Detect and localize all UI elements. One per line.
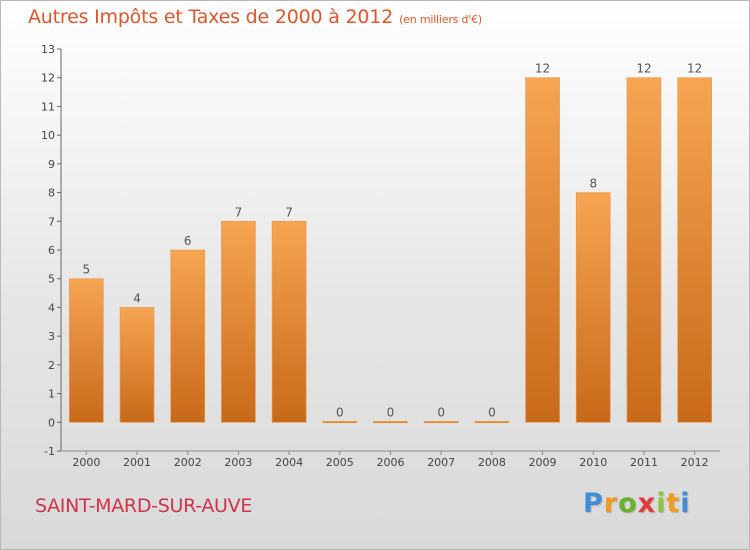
x-tick-label-2007: 2007 <box>427 456 455 469</box>
y-tick-label: 13 <box>41 43 55 56</box>
data-label-2012: 12 <box>687 62 702 76</box>
chart-title-text: Autres Impôts et Taxes de 2000 à 2012 <box>28 6 394 28</box>
data-label-2000: 5 <box>83 263 91 277</box>
x-tick-label-2005: 2005 <box>326 456 354 469</box>
bar-2007 <box>423 420 459 424</box>
data-label-2009: 12 <box>535 62 550 76</box>
data-label-2003: 7 <box>235 205 243 219</box>
data-label-2004: 7 <box>285 205 293 219</box>
y-tick-label: 5 <box>48 273 55 286</box>
bar-2000 <box>69 278 104 423</box>
data-label-2001: 4 <box>133 291 141 305</box>
x-tick-label-2001: 2001 <box>123 456 151 469</box>
logo-letter: t <box>666 488 681 519</box>
bar-2006 <box>373 420 408 424</box>
chart-title: Autres Impôts et Taxes de 2000 à 2012 (en… <box>28 6 482 28</box>
logo-letter: o <box>618 488 638 519</box>
y-tick-label: 1 <box>48 388 55 401</box>
y-tick-label: 0 <box>48 416 55 429</box>
bar-2012 <box>677 77 712 423</box>
bar-2011 <box>626 77 662 423</box>
city-name: SAINT-MARD-SUR-AUVE <box>35 495 253 517</box>
bar-2001 <box>119 307 155 423</box>
data-label-2002: 6 <box>184 234 192 248</box>
x-tick-label-2008: 2008 <box>478 456 506 469</box>
logo-letter: i <box>656 488 667 519</box>
data-label-2007: 0 <box>437 405 445 419</box>
x-tick-label-2002: 2002 <box>174 456 202 469</box>
y-tick-label: 6 <box>48 244 55 257</box>
y-tick-label: 9 <box>48 158 55 171</box>
data-label-2005: 0 <box>336 405 344 419</box>
x-tick-label-2012: 2012 <box>681 456 709 469</box>
bar-2008 <box>474 420 510 424</box>
bar-2002 <box>170 249 206 423</box>
data-label-2008: 0 <box>488 405 496 419</box>
logo-letter: i <box>680 488 691 519</box>
y-tick-label: 10 <box>41 129 55 142</box>
chart-subtitle: (en milliers d'€) <box>399 13 482 26</box>
data-label-2011: 12 <box>636 62 651 76</box>
y-tick-label: 4 <box>48 301 55 314</box>
data-label-2010: 8 <box>589 177 597 191</box>
x-tick-label-2011: 2011 <box>630 456 658 469</box>
bar-2005 <box>322 420 358 424</box>
bar-2003 <box>221 220 256 423</box>
y-tick-label: 11 <box>41 100 55 113</box>
y-tick-label: 3 <box>48 330 55 343</box>
bar-2010 <box>575 192 611 423</box>
y-tick-label: 8 <box>48 187 55 200</box>
y-tick-label: 7 <box>48 215 55 228</box>
logo-letter: x <box>637 488 657 519</box>
logo-letter: r <box>603 488 619 519</box>
x-tick-label-2003: 2003 <box>224 456 252 469</box>
x-tick-label-2009: 2009 <box>529 456 557 469</box>
x-tick-label-2000: 2000 <box>72 456 100 469</box>
y-tick-label: 2 <box>48 359 55 372</box>
data-label-2006: 0 <box>387 405 395 419</box>
y-tick-label: 12 <box>41 72 55 85</box>
x-tick-label-2006: 2006 <box>377 456 405 469</box>
x-tick-label-2004: 2004 <box>275 456 303 469</box>
bar-2009 <box>525 77 560 423</box>
bar-2004 <box>271 220 307 423</box>
proxiti-logo: Proxiti <box>583 488 691 519</box>
logo-letter: P <box>583 488 604 519</box>
y-tick-label: -1 <box>44 445 55 458</box>
x-tick-label-2010: 2010 <box>579 456 607 469</box>
